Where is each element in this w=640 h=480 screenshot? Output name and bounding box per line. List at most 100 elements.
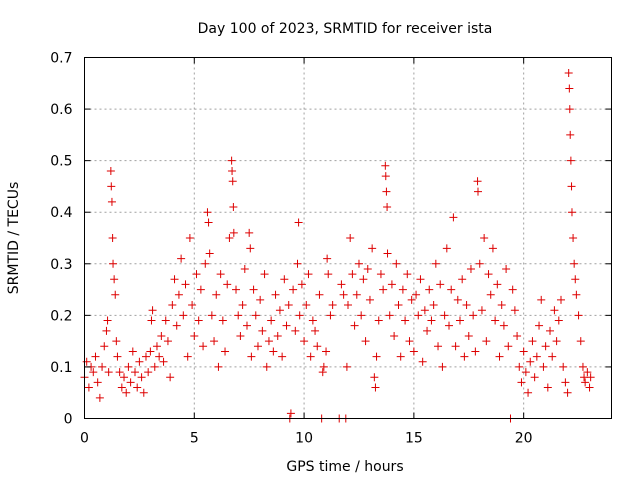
- data-point: [567, 182, 576, 191]
- x-tick-label: 5: [190, 431, 199, 447]
- data-point: [475, 259, 484, 268]
- data-point: [363, 264, 372, 273]
- data-point: [107, 197, 116, 206]
- data-point: [434, 342, 443, 351]
- data-point: [264, 337, 273, 346]
- data-point: [133, 383, 142, 392]
- data-point: [532, 352, 541, 361]
- data-point: [108, 234, 117, 242]
- data-point: [328, 301, 337, 310]
- data-point: [565, 84, 574, 93]
- data-point: [291, 326, 300, 335]
- data-point: [438, 362, 447, 371]
- data-point: [293, 259, 302, 268]
- data-point: [240, 264, 249, 273]
- data-point: [157, 331, 166, 340]
- data-point: [339, 290, 348, 299]
- data-point: [455, 316, 464, 325]
- data-point: [280, 275, 289, 284]
- data-point: [267, 316, 276, 325]
- data-point: [194, 316, 203, 325]
- axis-tick-labels: 0 0.1 0.2 0.3 0.4 0.5 0.6 0.7 0 5 10 15 20: [50, 51, 532, 447]
- data-point: [128, 347, 137, 356]
- data-point: [95, 393, 104, 402]
- data-point: [416, 275, 425, 284]
- data-point: [262, 362, 271, 371]
- data-point: [418, 357, 427, 366]
- data-point: [374, 316, 383, 325]
- data-point: [111, 290, 120, 299]
- data-point: [93, 378, 102, 387]
- data-point: [271, 290, 280, 299]
- data-point: [473, 187, 482, 196]
- data-point: [124, 362, 133, 371]
- data-point: [409, 347, 418, 356]
- data-point: [234, 311, 243, 320]
- data-point: [569, 234, 578, 242]
- y-tick-label: 0.7: [50, 51, 72, 67]
- data-point: [387, 280, 396, 289]
- axis-ticks: [84, 57, 612, 419]
- data-point: [106, 166, 115, 175]
- data-point: [586, 373, 595, 382]
- data-point: [89, 368, 98, 377]
- data-point: [137, 373, 146, 382]
- data-point: [581, 378, 590, 387]
- data-point: [247, 352, 256, 361]
- data-point: [232, 285, 241, 294]
- data-point: [113, 352, 122, 361]
- data-point: [486, 290, 495, 299]
- data-point: [242, 321, 251, 330]
- y-tick-label: 0.2: [50, 308, 72, 324]
- data-point: [535, 321, 544, 330]
- data-point: [571, 275, 580, 284]
- data-point: [484, 270, 493, 279]
- data-point: [412, 290, 421, 299]
- data-point: [238, 301, 247, 310]
- data-point: [229, 228, 238, 237]
- data-point: [585, 383, 594, 392]
- data-point: [110, 275, 119, 284]
- data-point: [346, 234, 355, 242]
- data-point: [359, 275, 368, 284]
- data-point: [109, 259, 118, 268]
- data-point: [517, 378, 526, 387]
- data-point: [245, 228, 254, 237]
- data-point: [218, 316, 227, 325]
- x-tick-label: 0: [80, 431, 89, 447]
- data-point: [466, 264, 475, 273]
- data-point: [324, 270, 333, 279]
- data-point: [567, 208, 576, 217]
- data-point: [403, 270, 412, 279]
- data-point: [256, 295, 265, 304]
- data-point: [371, 383, 380, 392]
- data-point: [382, 187, 391, 196]
- data-point: [495, 352, 504, 361]
- data-point: [112, 337, 121, 346]
- data-point: [289, 285, 298, 294]
- data-point: [521, 368, 530, 377]
- data-point: [300, 337, 309, 346]
- data-point: [556, 295, 565, 304]
- data-point: [510, 306, 519, 315]
- data-point: [471, 347, 480, 356]
- data-point: [482, 337, 491, 346]
- data-point: [212, 290, 221, 299]
- data-point: [361, 337, 370, 346]
- data-point: [251, 311, 260, 320]
- data-point: [148, 306, 157, 315]
- data-point: [221, 347, 230, 356]
- data-point: [115, 368, 124, 377]
- data-point: [559, 362, 568, 371]
- data-point: [442, 244, 451, 253]
- data-point: [131, 368, 140, 377]
- data-point: [519, 347, 528, 356]
- data-point: [561, 378, 570, 387]
- data-point: [530, 373, 539, 382]
- data-point: [322, 347, 331, 356]
- data-point: [179, 311, 188, 320]
- data-point: [315, 290, 324, 299]
- data-point: [100, 342, 109, 351]
- data-point: [229, 203, 238, 212]
- data-point: [401, 316, 410, 325]
